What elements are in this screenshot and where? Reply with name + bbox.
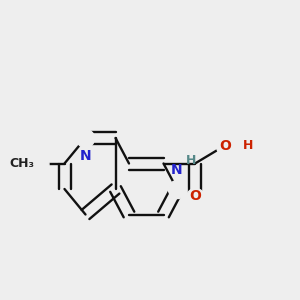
Text: CH₃: CH₃ xyxy=(10,157,34,170)
Text: H: H xyxy=(242,139,253,152)
Text: O: O xyxy=(189,190,201,203)
Text: N: N xyxy=(80,149,91,164)
Text: O: O xyxy=(219,139,231,152)
Text: H: H xyxy=(186,154,197,166)
Text: N: N xyxy=(171,163,183,177)
